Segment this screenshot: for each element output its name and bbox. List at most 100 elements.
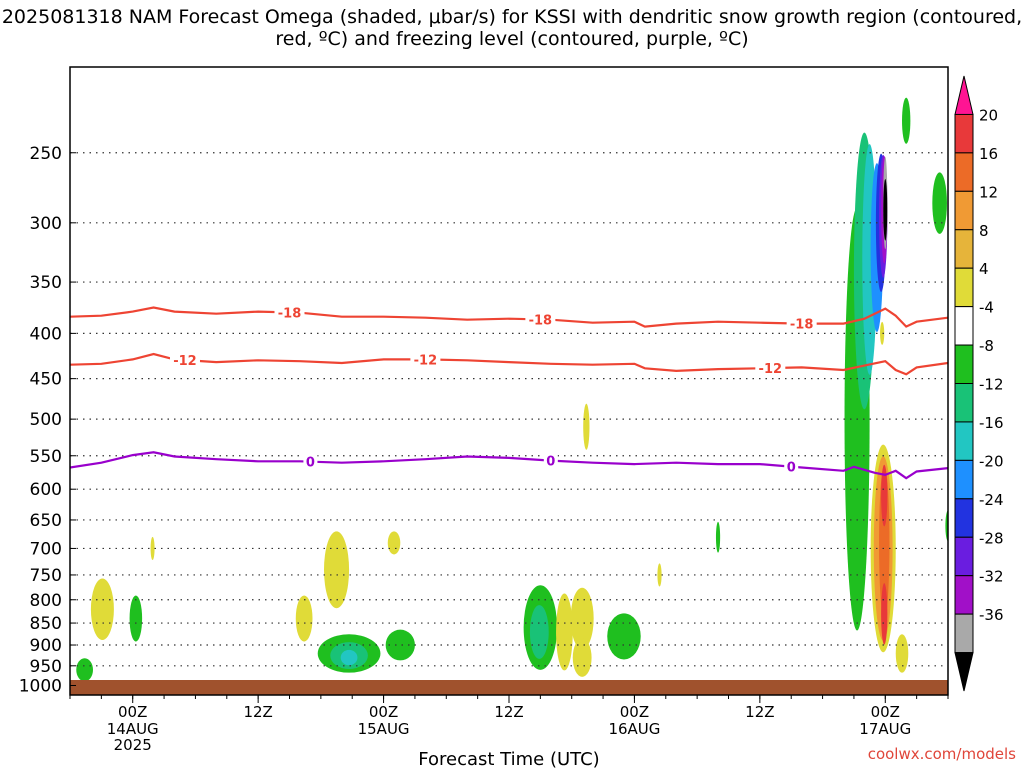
colorbar-swatch [954,152,974,192]
omega-region [883,179,888,241]
x-tick-sublabel: 16AUG [608,720,660,738]
omega-region [583,403,590,450]
chart-title: 2025081318 NAM Forecast Omega (shaded, μ… [1,6,1023,50]
omega-region [880,321,885,345]
colorbar-label: -12 [979,376,1004,394]
omega-region [902,97,911,144]
colorbar-swatch [954,267,974,308]
colorbar-swatch [954,536,974,577]
x-tick-label: 12Z [243,703,272,721]
colorbar-label: 4 [979,260,989,278]
omega-region [715,521,721,553]
contour-label: 0 [306,456,315,471]
contour-label: -18 [529,313,553,328]
contour-label: -18 [278,306,302,321]
omega-region [76,658,93,682]
omega-region [340,649,358,666]
ground-surface [70,680,948,695]
colorbar-label: -20 [979,452,1004,470]
colorbar-label: -24 [979,491,1004,509]
omega-region [932,172,947,234]
contour-label: -12 [173,354,197,369]
colorbar-label: -32 [979,568,1004,586]
contour-label: 0 [546,455,555,470]
y-tick-label: 500 [30,410,62,430]
contour-label-bg [303,453,318,469]
colorbar-cap-bottom [954,652,974,692]
y-tick-label: 400 [30,324,62,344]
y-tick-label: 900 [30,636,62,656]
contour-label-bg [784,458,799,474]
colorbar-swatch [954,459,974,500]
omega-region [895,634,909,673]
omega-region [323,531,350,609]
colorbar-label: -16 [979,414,1004,432]
omega-region [570,587,594,650]
isotherm-contours: -18 -18 -18 -12 -12 -12 0 0 0 [70,304,948,480]
contour-label-bg [169,352,200,368]
y-tick-label: 850 [30,614,62,634]
contour-label-bg [274,304,305,320]
colorbar-label: 8 [979,222,989,240]
colorbar-label: -36 [979,606,1004,624]
x-axis-label: Forecast Time (UTC) [418,749,599,768]
omega-region [385,629,415,661]
colorbar-cap-top [954,75,974,115]
y-tick-label: 250 [30,144,62,164]
contour-label: 0 [787,461,796,476]
omega-region [607,613,641,660]
plot-background [70,67,948,695]
colorbar-swatch [954,229,974,269]
contour-label-bg [525,311,556,327]
omega-region [150,536,155,560]
colorbar-label: -8 [979,337,994,355]
y-tick-label: 800 [30,591,62,611]
x-tick-label: 00Z [620,703,649,721]
omega-region [90,578,114,640]
y-tick-label: 300 [30,214,62,234]
y-axis: 2503003504004505005506006507007508008509… [19,144,76,697]
colorbar-swatch [954,575,974,615]
y-tick-label: 1000 [19,677,62,697]
omega-region [881,464,888,527]
y-tick-label: 350 [30,273,62,293]
omega-region [295,595,313,642]
y-tick-label: 950 [30,657,62,677]
colorbar-swatch [954,306,974,346]
isotherm-line [70,451,948,480]
x-tick-sublabel: 15AUG [358,720,410,738]
colorbar-swatch [954,113,974,154]
isotherm-line [70,306,948,328]
y-tick-label: 650 [30,511,62,531]
colorbar-swatch [954,498,974,538]
contour-label-bg [410,351,441,367]
y-tick-label: 750 [30,566,62,586]
omega-region [657,563,662,587]
contour-label: -18 [790,318,814,333]
omega-region [129,595,143,642]
colorbar-swatch [954,344,974,384]
y-tick-label: 600 [30,480,62,500]
y-tick-label: 450 [30,370,62,390]
contour-label-bg [755,360,786,376]
omega-region [881,583,888,645]
contour-label: -12 [414,353,438,368]
colorbar-label: -28 [979,529,1004,547]
x-tick-label: 12Z [494,703,523,721]
x-tick-sublabel: 2025 [114,736,152,754]
x-tick-label: 00Z [871,703,900,721]
contour-label-bg [786,315,817,331]
y-tick-label: 700 [30,539,62,559]
colorbar-swatch [954,421,974,461]
omega-region [556,593,573,671]
y-tick-label: 550 [30,447,62,467]
omega-region [529,605,549,659]
colorbar-swatch [954,613,974,654]
contour-label-bg [543,452,558,468]
x-tick-sublabel: 14AUG [107,720,159,738]
colorbar-swatch [954,190,974,231]
colorbar: 20 16 12 8 4 -4 -8 -12 -16 -20 -24 -28 -32 -36 [954,75,1004,692]
site-credit: coolwx.com/models [867,745,1016,763]
colorbar-label: 20 [979,106,998,124]
